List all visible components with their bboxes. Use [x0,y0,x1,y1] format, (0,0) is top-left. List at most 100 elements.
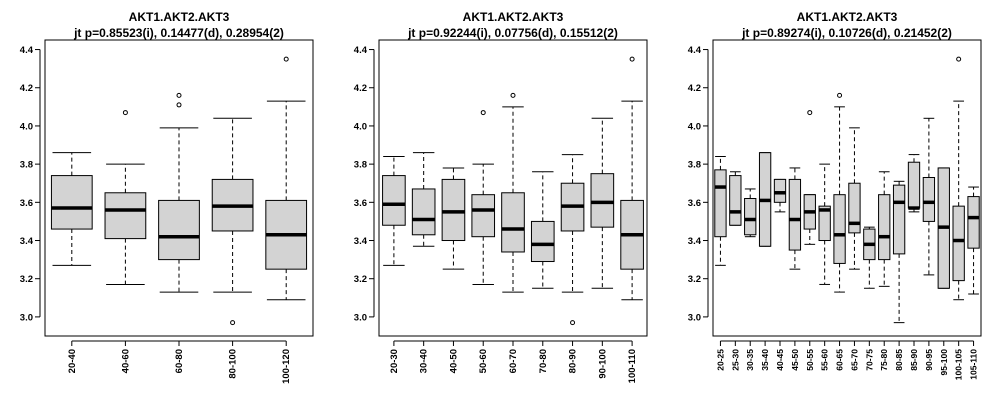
x-tick-label: 80-85 [894,349,904,371]
chart-title: AKT1.AKT2.AKT3 [797,10,898,24]
y-tick-label: 3.0 [688,312,701,323]
x-tick-label: 20-25 [715,349,725,371]
box-body [818,205,831,242]
x-tick-label: 100-110 [627,349,638,383]
y-tick-label: 4.4 [20,45,34,56]
outlier-point [480,110,486,116]
box-20-40 [50,152,93,266]
outlier-point [176,102,182,108]
y-tick-label: 3.2 [20,274,33,285]
box-body [744,198,757,236]
outlier-point [510,92,516,98]
box-body [714,169,727,238]
box-body [922,176,936,222]
x-tick-label: 55-60 [820,349,830,371]
outlier-point [570,320,576,326]
outlier-point [176,92,182,98]
y-tick-label: 4.2 [20,83,33,94]
y-tick-label: 4.2 [354,83,367,94]
chart-panel-2: AKT1.AKT2.AKT3 jt p=0.92244(i), 0.07756(d… [354,10,648,383]
plot-frame [44,39,314,337]
box-body [104,192,147,240]
x-tick-label: 90-100 [597,349,608,379]
x-tick-label: 30-40 [419,349,430,373]
plot-frame [378,39,648,337]
outlier-point [283,56,289,62]
outlier-point [122,110,128,116]
box-40-50 [441,167,466,270]
box-70-75 [863,226,876,289]
y-tick-label: 3.6 [354,198,367,209]
box-body [773,178,787,203]
box-100-105 [952,56,965,301]
x-tick-label: 40-45 [775,349,785,371]
y-tick-label: 4.0 [20,121,33,132]
box-body [848,182,861,234]
outlier-point [807,110,813,116]
x-tick-label: 100-105 [954,349,964,380]
x-tick-label: 80-100 [228,349,239,379]
x-tick-label: 80-90 [568,349,579,373]
box-body [907,161,921,209]
box-80-85 [892,180,906,324]
chart-title: AKT1.AKT2.AKT3 [463,10,564,24]
y-tick-label: 3.4 [354,236,368,247]
outlier-point [629,56,635,62]
box-100-120 [265,56,308,301]
chart-subtitle: jt p=0.92244(i), 0.07756(d), 0.15512(2) [407,26,618,40]
chart-title: AKT1.AKT2.AKT3 [129,10,230,24]
x-tick-label: 45-50 [790,349,800,371]
box-body [729,175,742,226]
box-50-60 [471,110,496,285]
x-tick-label: 65-70 [849,349,859,371]
y-tick-label: 4.0 [688,121,701,132]
x-tick-label: 70-75 [864,349,874,371]
x-tick-label: 35-40 [760,349,770,371]
x-tick-label: 60-70 [508,349,519,373]
x-tick-label: 60-65 [835,349,845,371]
box-100-110 [620,56,644,301]
x-tick-label: 95-100 [939,349,949,376]
box-85-90 [907,154,921,213]
chart-subtitle: jt p=0.89274(i), 0.10726(d), 0.21452(2) [741,26,952,40]
box-body [788,178,802,251]
box-30-35 [744,188,757,238]
y-tick-label: 4.2 [688,83,701,94]
x-tick-label: 50-60 [478,349,489,373]
outlier-point [837,92,843,98]
box-60-70 [501,92,525,293]
y-tick-label: 3.6 [688,198,701,209]
x-tick-label: 100-120 [281,349,292,384]
box-body [471,194,496,238]
chart-panel-3: AKT1.AKT2.AKT3 jt p=0.89274(i), 0.10726(d… [688,10,982,380]
y-tick-label: 3.2 [688,274,701,285]
y-tick-label: 3.8 [20,160,33,171]
box-body [382,175,406,226]
box-35-40 [758,152,772,247]
box-body [952,205,965,282]
y-tick-label: 3.4 [20,236,34,247]
box-40-60 [104,110,147,285]
box-25-30 [729,171,742,226]
box-65-70 [848,127,861,270]
y-tick-label: 4.0 [354,121,367,132]
x-tick-label: 85-90 [909,349,919,371]
box-body [892,184,906,255]
chart-panel-1: AKT1.AKT2.AKT3 jt p=0.85523(i), 0.14477(d… [20,10,314,384]
box-20-25 [714,155,727,266]
outlier-point [956,56,962,62]
y-tick-label: 3.0 [354,312,367,323]
x-tick-label: 90-95 [924,349,934,371]
x-tick-label: 60-80 [174,349,185,373]
box-body [530,220,555,263]
box-105-110 [967,186,980,295]
x-tick-label: 20-40 [67,349,78,373]
y-tick-label: 3.2 [354,274,367,285]
box-70-80 [530,171,555,289]
x-tick-label: 70-80 [538,349,549,373]
box-80-100 [211,117,254,326]
box-body [590,173,615,228]
box-50-55 [803,110,816,245]
